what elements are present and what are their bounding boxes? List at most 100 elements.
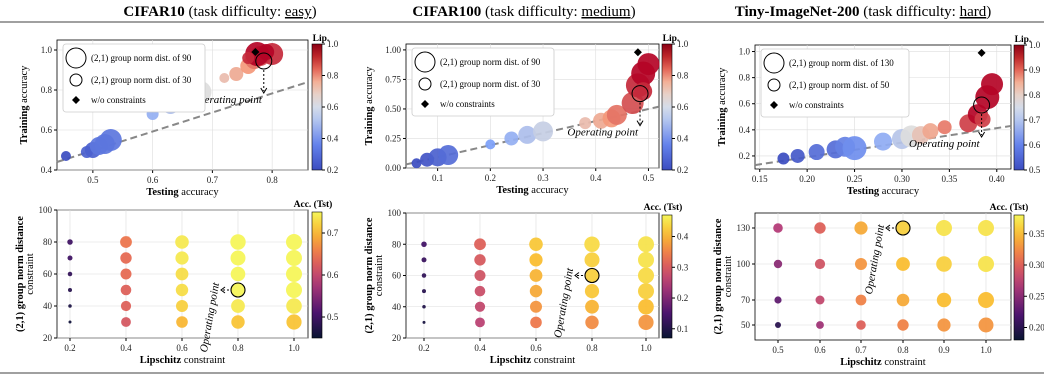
colorbar <box>1013 214 1025 341</box>
data-point <box>584 268 600 283</box>
y-axis-label: (2,1) group norm distance <box>15 216 26 332</box>
y-tick-label: 100 <box>39 205 53 215</box>
operating-arrowhead <box>574 272 580 279</box>
data-point <box>421 257 427 263</box>
unconstrained-point <box>977 48 986 57</box>
data-point <box>175 251 189 265</box>
x-axis-label-rest: accuracy <box>529 185 570 196</box>
data-point <box>286 250 302 266</box>
data-point <box>777 152 790 165</box>
y-axis-label-bold: Training <box>364 106 375 146</box>
title-dataset: CIFAR10 <box>123 4 184 20</box>
y-axis-label: Training accuracy <box>717 67 728 147</box>
data-point <box>231 299 245 313</box>
x-axis-label: Testing accuracy <box>496 185 569 196</box>
data-point <box>773 223 783 233</box>
data-point <box>637 53 660 76</box>
trend-line <box>754 124 1012 167</box>
colorbar <box>311 43 323 171</box>
data-point <box>897 319 909 331</box>
data-point <box>579 117 592 130</box>
operating-arrowhead <box>636 120 644 127</box>
y-axis-label: Training accuracy <box>19 65 30 145</box>
legend-marker-large <box>763 52 785 74</box>
panel-title: CIFAR10 (task difficulty: easy) <box>123 4 316 20</box>
y-axis-label-bold: Training <box>717 107 728 147</box>
x-tick-label: 0.2 <box>485 173 496 183</box>
data-point <box>230 234 246 250</box>
data-point <box>790 148 805 163</box>
data-point <box>474 238 486 251</box>
y-tick-label: 40 <box>43 301 53 311</box>
x-tick-label: 0.15 <box>752 174 768 184</box>
x-tick-label: 1.0 <box>288 343 300 353</box>
data-point <box>68 304 72 308</box>
data-point <box>242 52 255 64</box>
y-tick-label: 40 <box>392 302 402 312</box>
data-point <box>229 67 244 81</box>
colorbar-tick-label: 0.2 <box>677 293 688 303</box>
top-panel-3: 0.15 0.20 0.25 0.30 0.35 0.40 0.2 0.4 0.6 0.8 1.0 O… <box>717 35 1041 197</box>
colorbar-title: Lip. <box>663 34 680 44</box>
data-point <box>411 158 422 169</box>
x-tick-label: 1.0 <box>640 343 652 353</box>
data-point <box>978 220 994 236</box>
legend-label: w/o constraints <box>440 99 495 109</box>
colorbar-tick-label: 1.0 <box>327 39 339 49</box>
colorbar-tick-label: 0.7 <box>327 228 339 238</box>
y-tick-label: 1.0 <box>41 45 53 55</box>
operating-point-marker <box>973 96 991 114</box>
x-tick-label: 0.5 <box>772 345 784 355</box>
top-panel-1: 0.5 0.6 0.7 0.8 0.4 0.6 0.8 1.0 Operating point (… <box>19 34 339 198</box>
operating-point-marker <box>631 85 649 103</box>
colorbar-title: Acc. (Tst) <box>294 199 333 210</box>
data-point <box>814 258 826 270</box>
legend-marker-diamond <box>72 96 80 104</box>
data-point <box>175 283 189 297</box>
colorbar-tick-label: 0.5 <box>327 312 339 322</box>
data-point <box>814 222 826 234</box>
data-point <box>638 314 654 330</box>
colorbar-tick-label: 1.0 <box>677 39 689 49</box>
operating-point-marker <box>230 282 246 298</box>
x-axis-label-bold: Lipschitz <box>840 357 882 368</box>
x-axis-label: Lipschitz constraint <box>840 357 926 368</box>
colorbar-tick-label: 0.3 <box>677 262 689 272</box>
data-point <box>816 321 824 329</box>
data-point <box>474 270 486 281</box>
y-tick-label: 0.50 <box>385 104 401 114</box>
legend-marker-small <box>767 78 781 92</box>
data-point <box>219 73 230 83</box>
data-point <box>585 315 599 330</box>
legend-box <box>760 48 910 118</box>
y-tick-label: 0.6 <box>739 99 751 109</box>
colorbar <box>661 214 673 339</box>
colorbar-tick-label: 0.8 <box>327 71 339 81</box>
colorbar-title: Acc. (Tst) <box>644 202 683 213</box>
data-point <box>475 317 485 328</box>
legend-label: (2,1) group norm dist. of 30 <box>440 79 541 89</box>
operating-arrowhead <box>885 224 891 232</box>
y-axis-label: Training accuracy <box>364 66 375 146</box>
data-point <box>634 82 653 101</box>
y-tick-label: 0.4 <box>739 125 751 135</box>
x-axis-label-bold: Testing <box>847 186 880 197</box>
data-point <box>808 144 825 161</box>
legend-label: (2,1) group norm dist. of 50 <box>789 80 890 90</box>
data-point <box>258 44 275 60</box>
data-point <box>978 317 994 333</box>
x-axis-label-rest: accuracy <box>179 187 220 198</box>
y-tick-label: 0.4 <box>41 165 53 175</box>
data-point <box>99 129 122 151</box>
data-point <box>638 267 654 284</box>
data-point <box>842 136 867 161</box>
x-axis-label: Testing accuracy <box>847 186 920 197</box>
x-axis-label-rest: constraint <box>531 355 575 366</box>
legend-marker-small <box>418 77 432 91</box>
data-point <box>855 258 867 270</box>
title-end: ) <box>986 4 991 20</box>
x-tick-label: 0.7 <box>855 345 867 355</box>
y-tick-label: 20 <box>43 333 53 343</box>
